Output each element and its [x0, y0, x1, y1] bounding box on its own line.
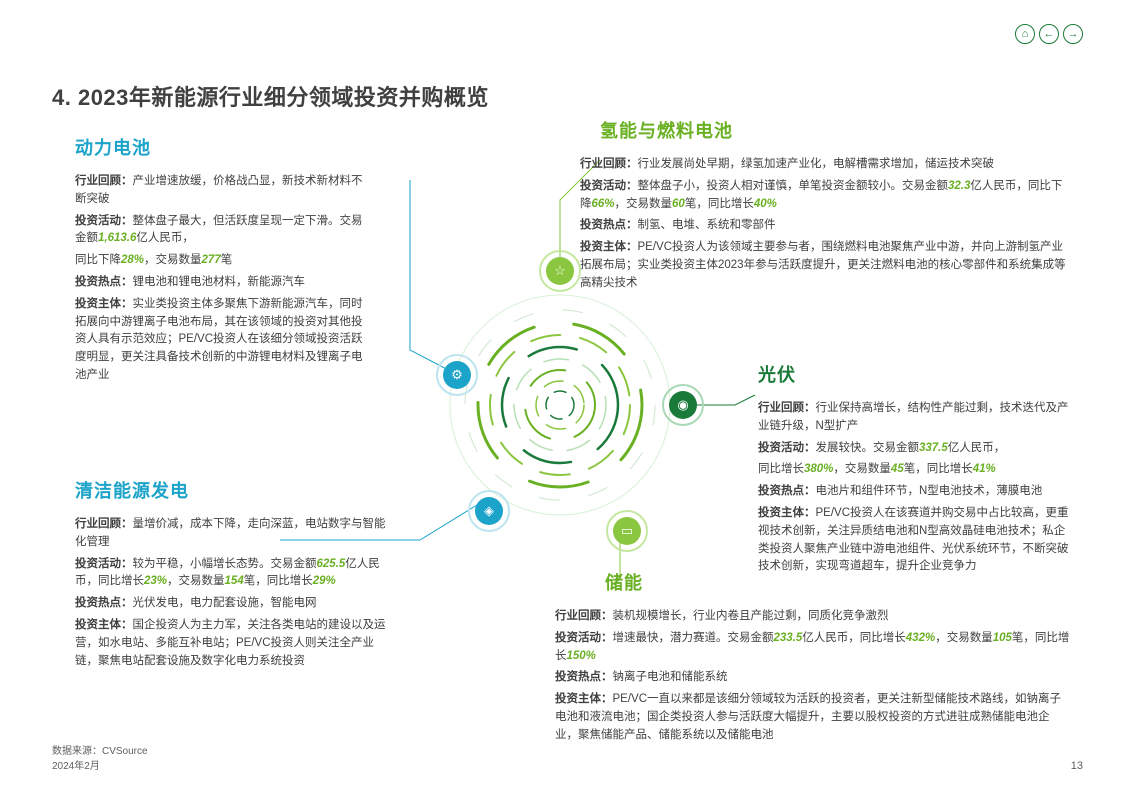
section-storage: 储能 行业回顾：装机规模增长，行业内卷且产能过剩，同质化竞争激烈 投资活动：增速…	[555, 570, 1071, 749]
page-number: 13	[1071, 760, 1083, 772]
title-solar: 光伏	[758, 362, 1072, 390]
nav-icons: ⌂ ← →	[1015, 24, 1083, 44]
node-storage: ▭	[606, 510, 648, 552]
title-storage: 储能	[605, 570, 1071, 598]
section-solar: 光伏 行业回顾：行业保持高增长，结构性产能过剩，技术迭代及产业链升级，N型扩产 …	[758, 362, 1072, 580]
section-hydrogen: 氢能与燃料电池 行业回顾：行业发展尚处早期，绿氢加速产业化，电解槽需求增加，储运…	[580, 118, 1070, 297]
page-title: 4. 2023年新能源行业细分领域投资并购概览	[52, 80, 489, 112]
home-icon[interactable]: ⌂	[1015, 24, 1035, 44]
node-clean: ◈	[468, 490, 510, 532]
node-hydrogen: ☆	[539, 250, 581, 292]
central-diagram	[430, 275, 690, 535]
footer: 数据来源：CVSource 2024年2月	[52, 742, 148, 772]
section-clean-energy: 清洁能源发电 行业回顾：量增价减，成本下降，走向深蓝，电站数字与智能化管理 投资…	[75, 478, 395, 674]
node-battery: ⚙	[436, 354, 478, 396]
title-hydrogen: 氢能与燃料电池	[600, 118, 1070, 146]
title-clean-energy: 清洁能源发电	[75, 478, 395, 506]
section-power-battery: 动力电池 行业回顾：产业增速放缓，价格战凸显，新技术新材料不断突破 投资活动：整…	[75, 135, 365, 389]
prev-icon[interactable]: ←	[1039, 24, 1059, 44]
node-solar: ◉	[662, 384, 704, 426]
title-power-battery: 动力电池	[75, 135, 365, 163]
next-icon[interactable]: →	[1063, 24, 1083, 44]
